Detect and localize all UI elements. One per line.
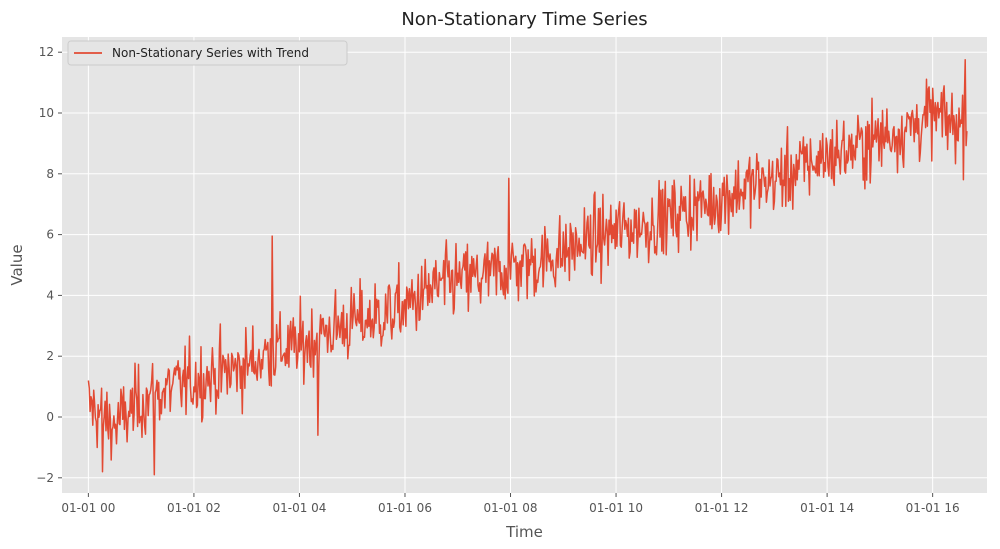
y-tick-label: 0 (46, 410, 54, 424)
x-tick-label: 01-01 12 (695, 501, 749, 515)
y-tick-label: 10 (39, 106, 54, 120)
x-tick-label: 01-01 04 (272, 501, 326, 515)
y-tick-label: 12 (39, 45, 54, 59)
y-tick-label: 4 (46, 288, 54, 302)
x-tick-label: 01-01 06 (378, 501, 432, 515)
chart-title: Non-Stationary Time Series (401, 9, 647, 30)
y-tick-label: 8 (46, 167, 54, 181)
x-tick-label: 01-01 08 (484, 501, 538, 515)
series-layer (87, 59, 968, 476)
y-tick-label: −2 (36, 471, 54, 485)
y-axis-label: Value (8, 244, 26, 285)
x-tick-label: 01-01 02 (167, 501, 221, 515)
legend-box (67, 40, 348, 66)
grid-lines (62, 37, 987, 493)
x-tick-label: 01-01 14 (800, 501, 854, 515)
x-tick-label: 01-01 00 (61, 501, 115, 515)
plot-area (62, 37, 987, 493)
y-axis-ticks: −2 0 2 4 6 8 10 12 (36, 45, 62, 485)
legend: Non-Stationary Series with Trend (67, 40, 348, 66)
y-tick-label: 6 (46, 228, 54, 242)
x-axis-ticks: 01-01 00 01-01 02 01-01 04 01-01 06 01-01 08… (61, 493, 960, 515)
x-tick-label: 01-01 10 (589, 501, 643, 515)
series-line (87, 59, 968, 476)
legend-entry-label: Non-Stationary Series with Trend (112, 46, 309, 60)
x-tick-label: 01-01 16 (906, 501, 960, 515)
y-tick-label: 2 (46, 349, 54, 363)
x-axis-label: Time (505, 523, 543, 541)
